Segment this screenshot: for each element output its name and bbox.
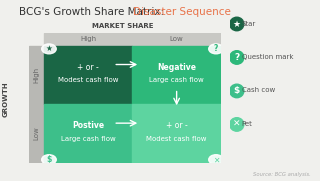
Text: Star: Star	[242, 20, 256, 27]
Text: High: High	[80, 36, 96, 42]
Text: Source: BCG analysis.: Source: BCG analysis.	[253, 172, 310, 177]
Circle shape	[42, 155, 56, 165]
Circle shape	[209, 155, 223, 165]
Bar	[44, 46, 132, 104]
Text: Negative: Negative	[157, 63, 196, 72]
Text: GROWTH: GROWTH	[3, 82, 9, 117]
Text: BCG's Growth Share Matrix:: BCG's Growth Share Matrix:	[19, 7, 168, 17]
Text: Question mark: Question mark	[242, 54, 293, 60]
Text: Large cash flow: Large cash flow	[61, 136, 116, 142]
Text: ?: ?	[214, 44, 218, 53]
Text: Cash cow: Cash cow	[242, 87, 275, 94]
Text: Modest cash flow: Modest cash flow	[58, 77, 119, 83]
Text: + or -: + or -	[166, 121, 188, 130]
Text: Large cash flow: Large cash flow	[149, 77, 204, 83]
Circle shape	[230, 51, 244, 64]
Text: Low: Low	[170, 36, 183, 42]
Circle shape	[230, 17, 244, 31]
Text: ?: ?	[234, 53, 239, 62]
Circle shape	[209, 44, 223, 54]
Text: Modest cash flow: Modest cash flow	[146, 136, 207, 142]
Text: ✕: ✕	[233, 120, 241, 129]
Bar	[132, 33, 221, 46]
Bar	[29, 104, 44, 163]
Text: Pet: Pet	[242, 121, 252, 127]
Text: + or -: + or -	[77, 63, 99, 72]
Circle shape	[42, 44, 56, 54]
Text: Postive: Postive	[72, 121, 104, 130]
Bar	[29, 46, 44, 104]
Text: Disaster Sequence: Disaster Sequence	[133, 7, 231, 17]
Text: High: High	[34, 67, 39, 83]
Text: Low: Low	[34, 127, 39, 140]
Bar	[44, 104, 132, 163]
Circle shape	[230, 84, 244, 98]
Text: ✕: ✕	[213, 155, 219, 164]
Text: MARKET SHARE: MARKET SHARE	[92, 23, 154, 29]
Text: $: $	[234, 87, 240, 95]
Bar	[132, 104, 221, 163]
Text: ★: ★	[233, 20, 241, 28]
Bar	[44, 33, 132, 46]
Text: $: $	[46, 155, 52, 164]
Text: ★: ★	[45, 44, 52, 53]
Circle shape	[230, 118, 244, 131]
Bar	[132, 46, 221, 104]
